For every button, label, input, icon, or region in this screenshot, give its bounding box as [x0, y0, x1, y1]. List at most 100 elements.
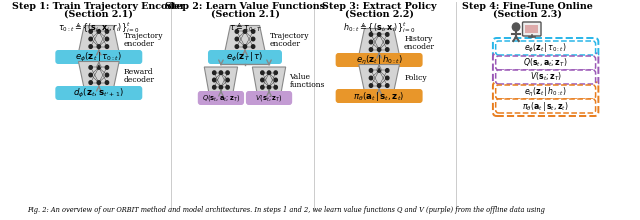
Text: Trajectory: Trajectory	[270, 32, 310, 40]
FancyBboxPatch shape	[493, 82, 598, 116]
Circle shape	[89, 66, 92, 69]
Text: $e_\eta(\mathbf{z}_t\,|\,h_{0:t})$: $e_\eta(\mathbf{z}_t\,|\,h_{0:t})$	[524, 85, 567, 99]
Text: Step 2: Learn Value Functions: Step 2: Learn Value Functions	[165, 2, 325, 11]
Circle shape	[106, 45, 109, 48]
FancyBboxPatch shape	[522, 22, 541, 36]
Text: History: History	[404, 35, 433, 43]
Circle shape	[226, 71, 229, 75]
Text: (Section 2.1): (Section 2.1)	[65, 10, 133, 19]
Circle shape	[243, 30, 246, 33]
FancyBboxPatch shape	[246, 91, 292, 105]
Circle shape	[274, 71, 277, 75]
Circle shape	[385, 76, 389, 80]
Text: Value: Value	[289, 73, 310, 81]
Circle shape	[106, 30, 109, 33]
Circle shape	[260, 86, 264, 89]
Text: $\tau \triangleq \tau_{0:T}$: $\tau \triangleq \tau_{0:T}$	[228, 20, 261, 33]
Text: Reward: Reward	[124, 68, 154, 76]
FancyBboxPatch shape	[208, 50, 282, 64]
Circle shape	[378, 48, 381, 51]
Circle shape	[220, 71, 223, 75]
Circle shape	[260, 78, 264, 82]
Circle shape	[220, 86, 223, 89]
Circle shape	[97, 45, 100, 48]
Text: $Q(\mathbf{s}_t, \mathbf{a}_t; \mathbf{z}_T)$: $Q(\mathbf{s}_t, \mathbf{a}_t; \mathbf{z…	[202, 93, 240, 103]
Circle shape	[97, 66, 100, 69]
Circle shape	[252, 37, 255, 41]
Text: encoder: encoder	[270, 40, 301, 48]
Text: Trajectory: Trajectory	[124, 32, 163, 40]
Polygon shape	[225, 26, 266, 53]
Text: $\tau_{0:t} \triangleq \{(\mathbf{s}_i, \mathbf{x}_i, r_i)\}_{i=0}^t$: $\tau_{0:t} \triangleq \{(\mathbf{s}_i, …	[58, 20, 140, 35]
FancyBboxPatch shape	[493, 38, 598, 58]
Circle shape	[235, 37, 239, 41]
Text: $Q(\mathbf{s}_t, \mathbf{a}_t; \mathbf{z}_T)$: $Q(\mathbf{s}_t, \mathbf{a}_t; \mathbf{z…	[524, 57, 568, 69]
FancyBboxPatch shape	[55, 50, 142, 64]
Circle shape	[212, 71, 216, 75]
Circle shape	[97, 30, 100, 33]
FancyBboxPatch shape	[493, 53, 598, 87]
Text: Fig. 2: An overview of our ORBIT method and model architectures. In steps 1 and : Fig. 2: An overview of our ORBIT method …	[27, 206, 545, 214]
Text: Step 4: Fine-Tune Online: Step 4: Fine-Tune Online	[462, 2, 593, 11]
Circle shape	[268, 71, 271, 75]
FancyBboxPatch shape	[198, 91, 244, 105]
FancyBboxPatch shape	[55, 86, 142, 100]
Text: $h_{0:t} \triangleq \{(\mathbf{s}_i, \mathbf{x}_i)\}_{i=0}^t$: $h_{0:t} \triangleq \{(\mathbf{s}_i, \ma…	[342, 20, 415, 35]
Circle shape	[274, 86, 277, 89]
Circle shape	[369, 69, 372, 72]
Circle shape	[252, 30, 255, 33]
Text: Policy: Policy	[404, 74, 427, 82]
Polygon shape	[79, 62, 119, 88]
Circle shape	[385, 48, 389, 51]
Bar	[525, 25, 538, 33]
Text: $\pi_\theta(\mathbf{a}_t\,|\,\mathbf{s}_t, \mathbf{z}_t)$: $\pi_\theta(\mathbf{a}_t\,|\,\mathbf{s}_…	[353, 90, 404, 103]
Circle shape	[212, 86, 216, 89]
Circle shape	[378, 69, 381, 72]
Polygon shape	[79, 26, 119, 53]
Circle shape	[89, 30, 92, 33]
Polygon shape	[204, 67, 237, 93]
Text: (Section 2.3): (Section 2.3)	[493, 10, 561, 19]
Circle shape	[226, 78, 229, 82]
Text: (Section 2.1): (Section 2.1)	[211, 10, 280, 19]
Text: $V(\mathbf{s}_t; \mathbf{z}_T)$: $V(\mathbf{s}_t; \mathbf{z}_T)$	[255, 93, 283, 103]
FancyBboxPatch shape	[496, 99, 596, 113]
Text: encoder: encoder	[404, 43, 435, 51]
Circle shape	[226, 86, 229, 89]
FancyBboxPatch shape	[496, 70, 596, 84]
Circle shape	[385, 84, 389, 87]
Circle shape	[106, 81, 109, 84]
FancyBboxPatch shape	[496, 56, 596, 70]
Circle shape	[378, 33, 381, 36]
Text: $e_\eta(\mathbf{z}_t\,|\,h_{0:t})$: $e_\eta(\mathbf{z}_t\,|\,h_{0:t})$	[356, 53, 403, 67]
Text: (Section 2.2): (Section 2.2)	[345, 10, 413, 19]
Circle shape	[369, 40, 372, 44]
Text: $e_\phi(\mathbf{z}_t\,|\,\tau_{0:t})$: $e_\phi(\mathbf{z}_t\,|\,\tau_{0:t})$	[76, 50, 122, 64]
Text: $e_\phi(\mathbf{z}_T\,|\,\tau)$: $e_\phi(\mathbf{z}_T\,|\,\tau)$	[227, 50, 264, 64]
FancyBboxPatch shape	[496, 41, 596, 55]
Polygon shape	[252, 67, 285, 93]
Polygon shape	[359, 29, 399, 55]
Text: Step 3: Extract Policy: Step 3: Extract Policy	[322, 2, 436, 11]
Text: decoder: decoder	[124, 76, 155, 84]
Polygon shape	[359, 64, 399, 92]
Text: $d_\phi(\mathbf{z}_t, \mathbf{s}_{t^\prime+1})$: $d_\phi(\mathbf{z}_t, \mathbf{s}_{t^\pri…	[74, 86, 124, 99]
FancyBboxPatch shape	[335, 53, 422, 67]
Circle shape	[385, 40, 389, 44]
Text: $V(\mathbf{s}_t; \mathbf{z}_T)$: $V(\mathbf{s}_t; \mathbf{z}_T)$	[530, 71, 562, 83]
Circle shape	[235, 45, 239, 48]
FancyBboxPatch shape	[335, 89, 422, 103]
Text: $\pi_\theta(\mathbf{a}_t\,|\,\mathbf{s}_t, \mathbf{z}_t)$: $\pi_\theta(\mathbf{a}_t\,|\,\mathbf{s}_…	[522, 99, 569, 112]
Text: functions: functions	[289, 81, 325, 89]
Circle shape	[212, 78, 216, 82]
Circle shape	[106, 37, 109, 41]
Circle shape	[369, 33, 372, 36]
Circle shape	[106, 66, 109, 69]
Circle shape	[260, 71, 264, 75]
Circle shape	[385, 69, 389, 72]
Circle shape	[369, 84, 372, 87]
Circle shape	[243, 45, 246, 48]
Circle shape	[89, 81, 92, 84]
Circle shape	[268, 86, 271, 89]
Circle shape	[369, 48, 372, 51]
